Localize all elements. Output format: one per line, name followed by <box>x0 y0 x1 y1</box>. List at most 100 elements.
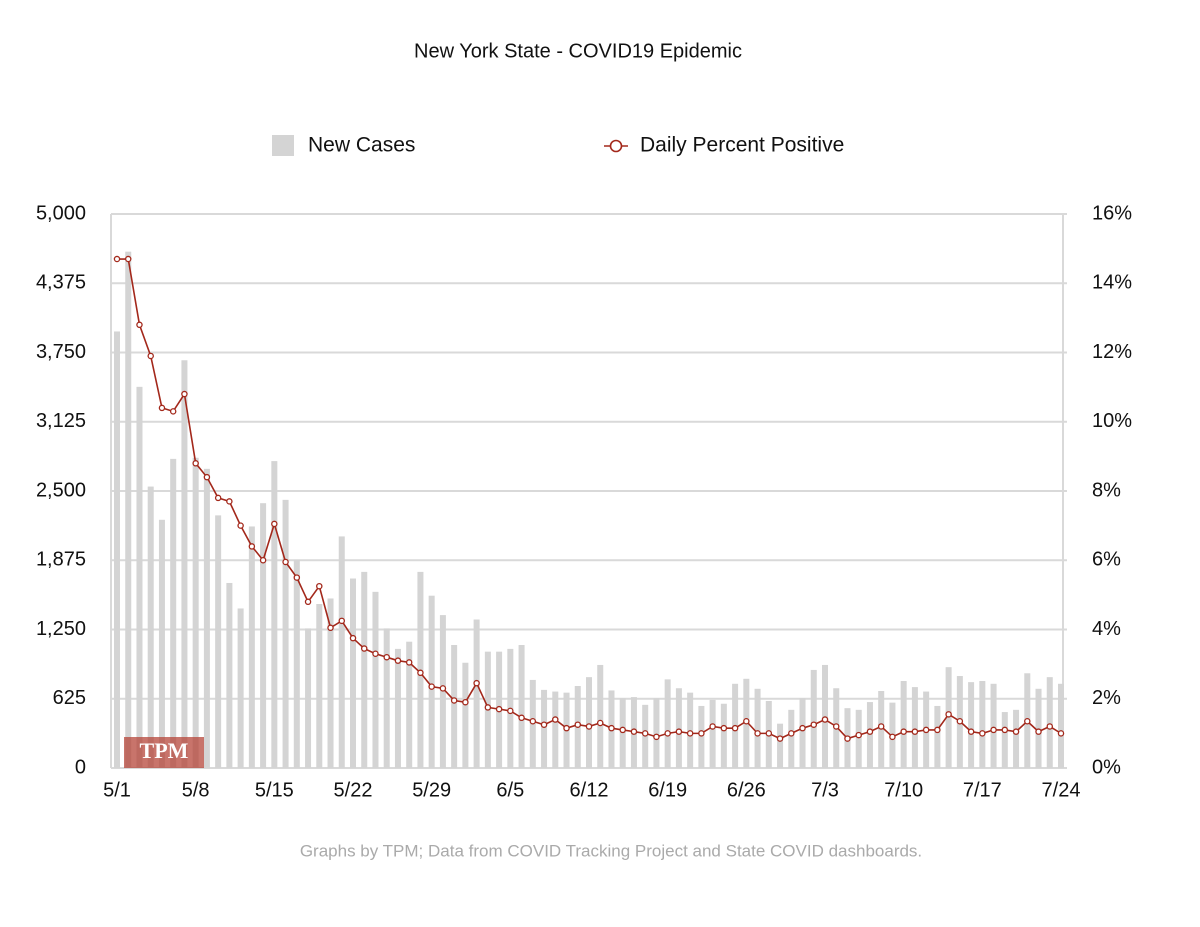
bar <box>406 641 413 768</box>
y-tick-label: 3,750 <box>36 341 86 363</box>
bar <box>979 681 986 768</box>
bar <box>350 578 356 768</box>
line-marker <box>136 321 143 329</box>
line-marker <box>911 728 919 735</box>
y-tick-label: 3,125 <box>36 410 86 432</box>
y2-tick-label: 0% <box>1092 756 1121 778</box>
line-marker <box>450 697 458 704</box>
line-marker <box>956 718 964 725</box>
bar <box>968 682 975 768</box>
line-marker <box>889 733 896 741</box>
y2-tick-label: 4% <box>1092 618 1121 640</box>
bar <box>383 628 390 768</box>
bar <box>664 679 671 768</box>
line-marker <box>282 558 289 566</box>
line-marker <box>653 733 660 741</box>
x-tick-label: 7/10 <box>884 779 923 801</box>
line-marker <box>585 723 593 730</box>
line-marker <box>203 473 211 481</box>
line-marker <box>394 657 402 664</box>
x-tick-label: 6/19 <box>648 779 687 801</box>
line-marker <box>990 726 997 734</box>
bar <box>754 688 761 768</box>
line-marker <box>552 716 559 723</box>
bar <box>451 645 458 768</box>
bar <box>158 519 165 768</box>
line-marker <box>832 723 840 730</box>
bar <box>1013 709 1020 768</box>
bar <box>720 703 727 768</box>
source-note: Graphs by TPM; Data from COVID Tracking … <box>300 841 922 860</box>
x-tick-label: 7/17 <box>963 779 1002 801</box>
line-marker <box>293 574 301 581</box>
bar <box>260 503 267 768</box>
bar-series <box>114 251 1064 768</box>
bar <box>1046 677 1053 768</box>
bar <box>147 486 154 768</box>
y-tick-label: 5,000 <box>36 202 86 224</box>
line-marker <box>158 404 166 412</box>
line-marker <box>563 724 570 732</box>
bar <box>597 664 604 768</box>
bar <box>394 648 401 768</box>
y2-tick-label: 12% <box>1092 341 1132 363</box>
line-marker <box>529 718 537 725</box>
line-marker <box>799 724 806 732</box>
bar <box>653 698 660 768</box>
line-marker <box>473 679 480 687</box>
line-marker <box>271 520 278 528</box>
line-marker <box>304 598 312 606</box>
line-marker <box>922 726 930 734</box>
y-tick-label: 625 <box>53 687 86 709</box>
bar <box>698 705 705 768</box>
y2-tick-label: 14% <box>1092 272 1132 294</box>
bar <box>855 709 862 768</box>
line-marker <box>417 669 424 677</box>
y-tick-label: 4,375 <box>36 272 86 294</box>
bar <box>777 723 784 768</box>
line-marker <box>788 730 795 737</box>
bar <box>675 688 682 768</box>
line-marker <box>574 721 582 728</box>
line-marker <box>855 731 862 739</box>
y2-tick-label: 6% <box>1092 549 1121 571</box>
line-marker <box>776 735 784 742</box>
line-marker <box>743 718 750 725</box>
line-marker <box>686 730 694 737</box>
x-tick-label: 5/8 <box>182 779 210 801</box>
y-tick-label: 2,500 <box>36 479 86 501</box>
bar <box>361 571 368 768</box>
line-marker <box>810 721 818 728</box>
y-tick-label: 0 <box>75 756 86 778</box>
bar <box>293 559 300 768</box>
y2-tick-label: 2% <box>1092 687 1121 709</box>
line-marker <box>844 735 851 742</box>
line-marker <box>226 498 233 505</box>
legend-swatch <box>609 139 623 153</box>
line-marker <box>214 494 222 502</box>
bar <box>327 598 334 768</box>
line-marker <box>327 624 334 632</box>
line-marker <box>979 730 986 737</box>
line-marker <box>608 724 615 732</box>
bar <box>945 667 952 768</box>
line-marker <box>877 723 885 730</box>
bar <box>248 526 255 768</box>
line-marker <box>439 685 447 692</box>
line-marker <box>484 704 492 711</box>
line-marker <box>372 650 379 657</box>
line-marker <box>495 705 503 713</box>
bar <box>428 595 435 768</box>
bar <box>136 386 143 768</box>
x-tick-label: 5/15 <box>255 779 294 801</box>
line-marker <box>507 707 514 715</box>
line-marker <box>1001 726 1009 734</box>
line-marker <box>147 352 154 360</box>
bar <box>338 536 345 768</box>
line-marker <box>248 543 256 550</box>
bar <box>799 698 806 768</box>
legend-label: New Cases <box>308 134 415 157</box>
line-marker <box>1046 723 1054 730</box>
bar <box>181 360 188 768</box>
bar <box>934 705 941 768</box>
